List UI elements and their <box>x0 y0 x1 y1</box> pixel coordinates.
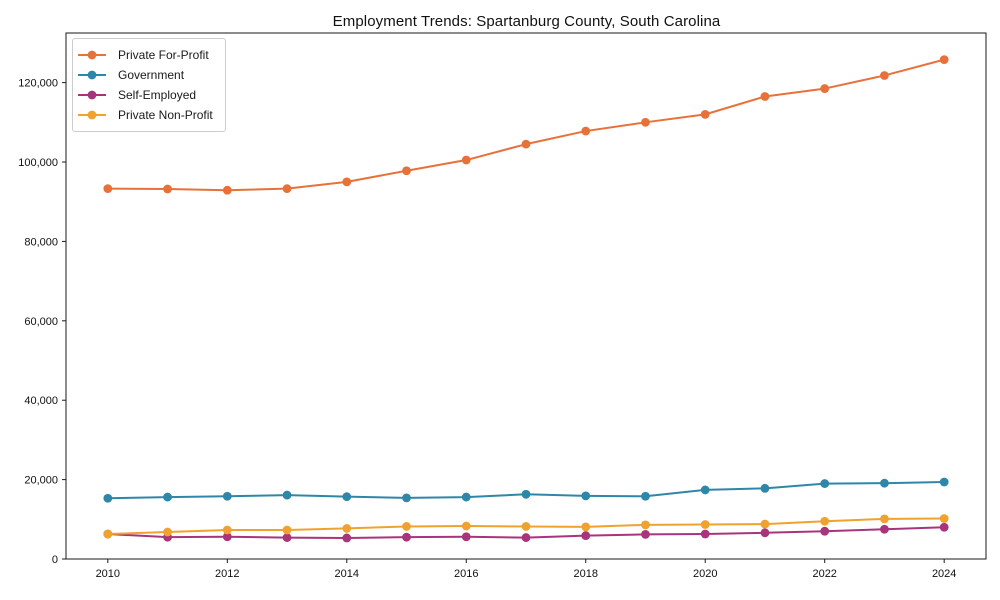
x-tick-label: 2010 <box>96 568 120 580</box>
data-point-marker <box>760 483 770 493</box>
data-point-marker <box>700 109 710 119</box>
legend-label: Private For-Profit <box>118 48 209 62</box>
data-point-marker <box>880 478 889 488</box>
x-tick-label: 2016 <box>454 568 478 580</box>
data-point-marker <box>461 492 471 502</box>
data-point-marker <box>581 531 591 540</box>
y-tick-label: 100,000 <box>18 157 58 169</box>
data-point-marker <box>760 92 770 101</box>
series-line-private-for-profit <box>107 58 945 192</box>
x-tick-label: 2012 <box>215 568 239 580</box>
data-point-marker <box>282 525 292 535</box>
legend-line-marker-icon <box>78 50 106 60</box>
data-point-marker <box>521 522 531 531</box>
data-point-marker <box>163 492 172 502</box>
data-point-marker <box>103 184 113 194</box>
data-point-marker <box>342 533 352 543</box>
data-point-marker <box>700 529 710 539</box>
y-tick-label: 80,000 <box>24 236 58 248</box>
legend-label: Self-Employed <box>118 88 197 102</box>
data-point-marker <box>402 166 411 176</box>
legend-label: Private Non-Profit <box>118 108 213 122</box>
data-point-marker <box>581 522 591 532</box>
legend-line-marker-icon <box>78 90 106 100</box>
data-point-marker <box>342 524 352 533</box>
data-point-marker <box>641 491 650 501</box>
data-point-marker <box>880 514 889 524</box>
data-point-marker <box>163 527 172 537</box>
chart-title: Employment Trends: Spartanburg County, S… <box>332 13 721 30</box>
data-point-marker <box>700 485 710 495</box>
data-point-marker <box>641 520 650 530</box>
data-point-marker <box>282 184 292 194</box>
legend-item-private-non-profit: Private Non-Profit <box>78 105 213 125</box>
y-tick-label: 60,000 <box>24 316 58 328</box>
data-point-marker <box>700 520 710 529</box>
x-tick-label: 2024 <box>932 568 956 580</box>
data-point-marker <box>282 533 292 542</box>
legend-item-government: Government <box>78 65 213 85</box>
y-tick-label: 20,000 <box>24 475 58 487</box>
legend-label: Government <box>118 68 185 82</box>
y-tick-label: 120,000 <box>18 78 58 90</box>
x-tick-label: 2022 <box>812 568 836 580</box>
data-point-marker <box>939 55 949 64</box>
data-point-marker <box>282 490 292 500</box>
data-point-marker <box>521 533 531 542</box>
x-tick-label: 2018 <box>573 568 597 580</box>
data-point-marker <box>402 532 411 542</box>
data-point-marker <box>939 477 949 487</box>
data-point-marker <box>402 493 411 503</box>
y-tick-label: 0 <box>52 554 58 566</box>
data-point-marker <box>880 524 889 534</box>
data-point-marker <box>939 514 949 523</box>
y-tick-label: 40,000 <box>24 395 58 407</box>
data-point-marker <box>342 177 352 187</box>
x-tick-label: 2014 <box>335 568 359 580</box>
data-point-marker <box>641 117 650 127</box>
x-tick-label: 2020 <box>693 568 717 580</box>
data-point-marker <box>163 184 172 194</box>
data-point-marker <box>461 155 471 165</box>
data-point-marker <box>521 489 531 499</box>
data-point-marker <box>760 528 770 538</box>
legend-item-private-for-profit: Private For-Profit <box>78 45 213 65</box>
data-point-marker <box>760 519 770 529</box>
chart-legend: Private For-Profit Government Self-Employe… <box>72 38 226 132</box>
data-point-marker <box>820 516 830 526</box>
legend-line-marker-icon <box>78 110 106 120</box>
data-point-marker <box>402 522 411 531</box>
data-point-marker <box>103 493 113 503</box>
data-point-marker <box>939 522 949 532</box>
data-point-marker <box>103 529 113 539</box>
data-point-marker <box>461 532 471 542</box>
data-point-marker <box>820 526 830 536</box>
data-point-marker <box>222 532 232 542</box>
data-point-marker <box>581 491 591 501</box>
data-point-marker <box>581 126 591 136</box>
legend-item-self-employed: Self-Employed <box>78 85 213 105</box>
data-point-marker <box>222 491 232 501</box>
data-point-marker <box>521 139 531 149</box>
data-point-marker <box>820 84 830 93</box>
plot-frame <box>65 32 987 560</box>
legend-line-marker-icon <box>78 70 106 80</box>
data-point-marker <box>641 529 650 539</box>
data-point-marker <box>342 492 352 502</box>
data-point-marker <box>820 479 830 488</box>
data-point-marker <box>222 185 232 195</box>
data-point-marker <box>222 525 232 535</box>
data-point-marker <box>880 71 889 80</box>
data-point-marker <box>461 521 471 531</box>
